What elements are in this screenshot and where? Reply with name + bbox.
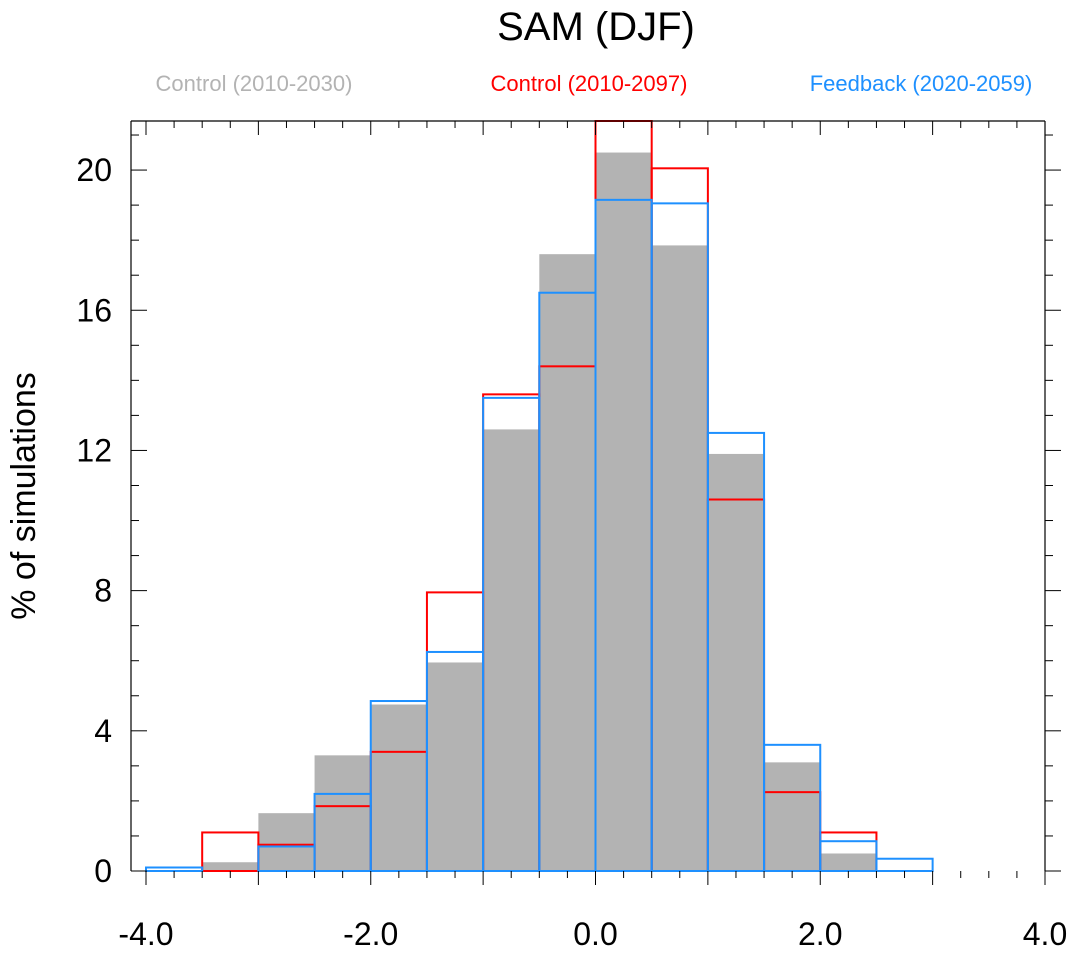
y-tick-label: 4 <box>94 713 112 749</box>
x-tick-label: -4.0 <box>118 916 173 952</box>
axis-ticks <box>131 121 1061 885</box>
bar-series-0-bin-3 <box>314 755 371 871</box>
axes-frame <box>130 120 1046 871</box>
bar-series-0-bin-12 <box>820 853 877 871</box>
y-tick-label: 0 <box>94 853 112 889</box>
bar-series-0-bin-7 <box>539 254 596 872</box>
bar-series-0-bin-2 <box>258 813 315 871</box>
bar-series-0-bin-10 <box>707 453 765 871</box>
x-tick-label: 0.0 <box>573 916 617 952</box>
y-tick-label: 12 <box>76 432 112 468</box>
bar-series-0-bin-8 <box>595 152 652 871</box>
y-tick-label: 20 <box>76 152 112 188</box>
y-tick-label: 16 <box>76 292 112 328</box>
y-tick-label: 8 <box>94 573 112 609</box>
bar-series-2-bin-13 <box>875 857 934 872</box>
bars-filled-layer <box>202 152 877 872</box>
x-tick-label: 2.0 <box>798 916 842 952</box>
x-tick-label: 4.0 <box>1023 916 1067 952</box>
bars-outline-layer <box>145 120 934 873</box>
chart-title: SAM (DJF) <box>497 5 695 49</box>
x-tick-label: -2.0 <box>343 916 398 952</box>
legend-entry-series-0: Control (2010-2030) <box>156 71 353 96</box>
legend-entry-series-2: Feedback (2020-2059) <box>810 71 1033 96</box>
bar-series-0-bin-4 <box>370 704 427 871</box>
y-axis-label: % of simulations <box>5 372 43 620</box>
bar-series-0-bin-9 <box>651 245 708 871</box>
bar-series-0-bin-11 <box>764 762 821 871</box>
bar-series-0-bin-5 <box>426 662 484 871</box>
legend-entry-series-1: Control (2010-2097) <box>491 71 688 96</box>
bar-series-0-bin-1 <box>202 862 259 871</box>
bar-series-0-bin-6 <box>483 429 540 871</box>
axis-tick-labels: -4.0 -2.0 0.0 2.0 4.0 0 4 8 12 16 20 <box>76 152 1067 952</box>
bar-series-2-bin-0 <box>145 866 204 872</box>
